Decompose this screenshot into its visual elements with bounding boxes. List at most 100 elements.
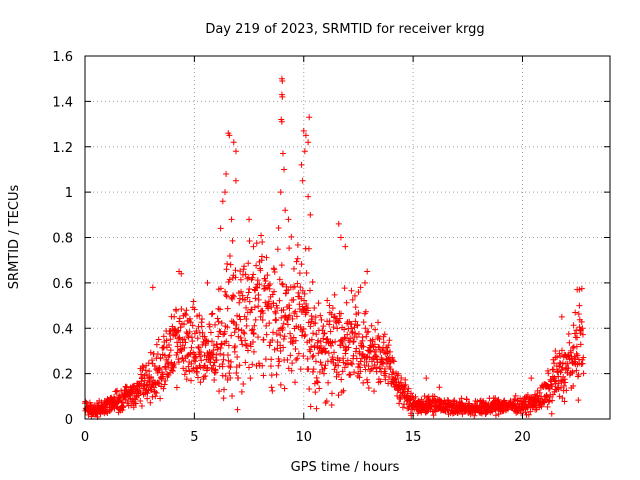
data-point [284, 321, 291, 328]
data-point [130, 404, 137, 411]
data-point [149, 284, 156, 291]
data-point [355, 309, 362, 316]
data-point [222, 189, 228, 196]
data-point [385, 342, 392, 349]
data-point [511, 396, 518, 403]
data-point [423, 375, 430, 382]
data-point [229, 274, 236, 281]
data-point [389, 357, 396, 364]
data-point [372, 352, 379, 359]
data-point [373, 353, 380, 360]
y-tick-label: 0.8 [52, 232, 73, 247]
data-point [368, 322, 375, 329]
data-point [177, 324, 184, 331]
data-point [171, 361, 178, 368]
data-point [301, 297, 308, 304]
data-point [223, 170, 230, 177]
data-point [559, 360, 566, 367]
data-point [320, 323, 327, 330]
data-point [570, 383, 577, 390]
data-point [277, 347, 284, 354]
x-tick-label: 20 [514, 430, 531, 445]
data-point [277, 189, 284, 196]
data-point [299, 287, 306, 294]
data-point [405, 405, 412, 412]
data-point [183, 367, 190, 374]
data-point [274, 246, 281, 253]
data-point [352, 304, 359, 311]
data-point [224, 351, 231, 358]
data-point [294, 255, 301, 262]
data-point [184, 353, 191, 360]
data-point [227, 358, 234, 365]
data-point [401, 401, 408, 408]
data-point [225, 342, 232, 349]
data-point [276, 276, 283, 283]
data-point [225, 357, 232, 364]
data-point [147, 399, 154, 406]
data-point [321, 365, 328, 372]
data-point [365, 363, 372, 370]
data-point [335, 362, 342, 369]
data-point [579, 360, 586, 367]
data-point [188, 377, 195, 384]
data-point [269, 337, 276, 344]
data-point [253, 262, 260, 269]
data-point [149, 357, 156, 364]
data-point [256, 281, 263, 288]
data-point [569, 368, 576, 375]
data-point [242, 271, 249, 278]
data-point [375, 343, 382, 350]
axis-ticks: 0 0.2 0.4 0.6 0.8 1 1.2 1.4 1.6 0 5 10 15 20 [52, 50, 610, 445]
data-point [341, 326, 348, 333]
data-point [396, 400, 403, 407]
data-point [278, 262, 285, 269]
data-point [578, 318, 585, 325]
data-point [573, 367, 580, 374]
data-point [266, 320, 273, 327]
data-point [348, 325, 355, 332]
data-point [375, 332, 382, 339]
data-point [287, 330, 294, 337]
data-point [369, 336, 376, 343]
data-point [295, 289, 302, 296]
data-point [274, 345, 281, 352]
data-point [315, 350, 322, 357]
data-point [113, 388, 120, 395]
data-point [118, 387, 125, 394]
data-point [216, 306, 223, 313]
data-point [398, 375, 405, 382]
data-point [362, 366, 369, 373]
data-point [360, 343, 367, 350]
data-point [371, 341, 378, 348]
data-point [214, 315, 221, 322]
data-point [311, 342, 318, 349]
data-point [564, 360, 571, 367]
data-point [270, 329, 277, 336]
data-point [162, 377, 169, 384]
y-axis-label: SRMTID / TECUs [7, 185, 22, 290]
data-point [390, 369, 397, 376]
data-point [349, 329, 356, 336]
data-point [289, 360, 296, 367]
data-point [255, 303, 262, 310]
data-point [243, 316, 250, 323]
data-point [292, 379, 299, 386]
data-point [360, 319, 367, 326]
data-point [280, 320, 287, 327]
data-point [330, 324, 337, 331]
data-point [307, 323, 314, 330]
data-point [326, 318, 333, 325]
data-point [176, 315, 183, 322]
data-point [197, 379, 204, 386]
data-point [555, 380, 562, 387]
data-point [132, 400, 139, 407]
data-point [243, 304, 250, 311]
data-point [296, 270, 303, 277]
data-point [430, 412, 437, 419]
data-point [286, 245, 293, 252]
data-point [541, 399, 548, 406]
data-point [184, 332, 191, 339]
data-point [300, 353, 307, 360]
data-point [356, 374, 363, 381]
